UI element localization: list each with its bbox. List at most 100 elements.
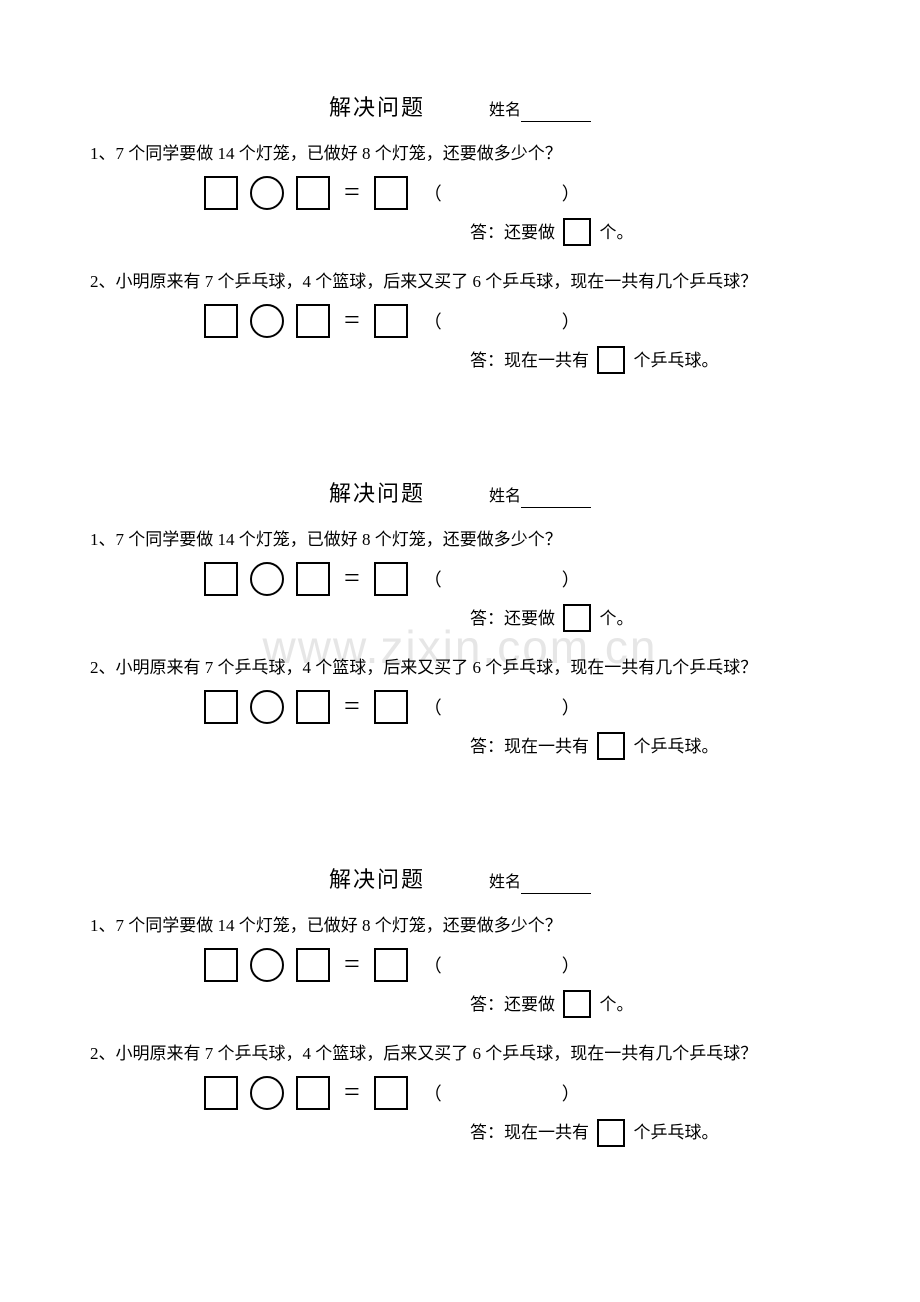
answer-prefix: 答：现在一共有 <box>470 737 589 756</box>
answer-row: 答：还要做 个。 <box>90 604 830 634</box>
result-box[interactable] <box>374 1076 408 1110</box>
worksheet-title: 解决问题 <box>329 481 425 506</box>
answer-prefix: 答：还要做 <box>470 223 555 242</box>
question-text: 2、小明原来有 7 个乒乓球，4 个篮球，后来又买了 6 个乒乓球，现在一共有几… <box>90 268 830 296</box>
operand-box[interactable] <box>296 176 330 210</box>
operator-circle[interactable] <box>250 948 284 982</box>
equation-row: = （ ） <box>90 304 830 338</box>
answer-prefix: 答：还要做 <box>470 609 555 628</box>
answer-prefix: 答：还要做 <box>470 995 555 1014</box>
answer-row: 答：还要做 个。 <box>90 990 830 1020</box>
operand-box[interactable] <box>296 1076 330 1110</box>
question-1: 1、7 个同学要做 14 个灯笼，已做好 8 个灯笼，还要做多少个？ = （ ）… <box>90 140 830 248</box>
answer-box[interactable] <box>597 732 625 760</box>
question-text: 1、7 个同学要做 14 个灯笼，已做好 8 个灯笼，还要做多少个？ <box>90 526 830 554</box>
question-1: 1、7 个同学要做 14 个灯笼，已做好 8 个灯笼，还要做多少个？ = （ ）… <box>90 912 830 1020</box>
answer-box[interactable] <box>597 346 625 374</box>
unit-paren[interactable]: （ ） <box>424 694 608 720</box>
name-blank-line[interactable] <box>521 494 591 508</box>
question-2: 2、小明原来有 7 个乒乓球，4 个篮球，后来又买了 6 个乒乓球，现在一共有几… <box>90 1040 830 1148</box>
question-body: 小明原来有 7 个乒乓球，4 个篮球，后来又买了 6 个乒乓球，现在一共有几个乒… <box>116 1044 758 1063</box>
title-row: 解决问题 姓名 <box>90 862 830 894</box>
operator-circle[interactable] <box>250 562 284 596</box>
worksheet-block: 解决问题 姓名 1、7 个同学要做 14 个灯笼，已做好 8 个灯笼，还要做多少… <box>90 476 830 762</box>
worksheet-block: 解决问题 姓名 1、7 个同学要做 14 个灯笼，已做好 8 个灯笼，还要做多少… <box>90 90 830 376</box>
name-label: 姓名 <box>489 488 521 505</box>
operand-box[interactable] <box>296 690 330 724</box>
content: 解决问题 姓名 1、7 个同学要做 14 个灯笼，已做好 8 个灯笼，还要做多少… <box>90 90 830 1149</box>
result-box[interactable] <box>374 304 408 338</box>
answer-row: 答：现在一共有 个乒乓球。 <box>90 1118 830 1148</box>
unit-paren[interactable]: （ ） <box>424 180 608 206</box>
equals-sign: = <box>344 305 360 337</box>
question-1: 1、7 个同学要做 14 个灯笼，已做好 8 个灯笼，还要做多少个？ = （ ）… <box>90 526 830 634</box>
operand-box[interactable] <box>204 562 238 596</box>
worksheet-block: 解决问题 姓名 1、7 个同学要做 14 个灯笼，已做好 8 个灯笼，还要做多少… <box>90 862 830 1148</box>
result-box[interactable] <box>374 176 408 210</box>
question-number: 1、 <box>90 144 116 163</box>
equals-sign: = <box>344 563 360 595</box>
equation-row: = （ ） <box>90 1076 830 1110</box>
worksheet-title: 解决问题 <box>329 95 425 120</box>
operand-box[interactable] <box>204 304 238 338</box>
answer-suffix: 个乒乓球。 <box>634 737 719 756</box>
answer-suffix: 个乒乓球。 <box>634 1123 719 1142</box>
operator-circle[interactable] <box>250 304 284 338</box>
result-box[interactable] <box>374 948 408 982</box>
answer-prefix: 答：现在一共有 <box>470 351 589 370</box>
answer-suffix: 个。 <box>600 995 634 1014</box>
worksheet-title: 解决问题 <box>329 867 425 892</box>
unit-paren[interactable]: （ ） <box>424 1080 608 1106</box>
name-label: 姓名 <box>489 102 521 119</box>
answer-prefix: 答：现在一共有 <box>470 1123 589 1142</box>
operand-box[interactable] <box>204 1076 238 1110</box>
answer-row: 答：还要做 个。 <box>90 218 830 248</box>
equals-sign: = <box>344 1077 360 1109</box>
answer-box[interactable] <box>597 1119 625 1147</box>
question-text: 2、小明原来有 7 个乒乓球，4 个篮球，后来又买了 6 个乒乓球，现在一共有几… <box>90 654 830 682</box>
question-text: 2、小明原来有 7 个乒乓球，4 个篮球，后来又买了 6 个乒乓球，现在一共有几… <box>90 1040 830 1068</box>
answer-suffix: 个。 <box>600 223 634 242</box>
answer-box[interactable] <box>563 218 591 246</box>
name-blank-line[interactable] <box>521 108 591 122</box>
operator-circle[interactable] <box>250 1076 284 1110</box>
operand-box[interactable] <box>296 948 330 982</box>
equals-sign: = <box>344 949 360 981</box>
equals-sign: = <box>344 691 360 723</box>
question-body: 小明原来有 7 个乒乓球，4 个篮球，后来又买了 6 个乒乓球，现在一共有几个乒… <box>116 272 758 291</box>
equals-sign: = <box>344 177 360 209</box>
operand-box[interactable] <box>296 304 330 338</box>
title-row: 解决问题 姓名 <box>90 90 830 122</box>
question-text: 1、7 个同学要做 14 个灯笼，已做好 8 个灯笼，还要做多少个？ <box>90 140 830 168</box>
title-row: 解决问题 姓名 <box>90 476 830 508</box>
answer-box[interactable] <box>563 604 591 632</box>
question-2: 2、小明原来有 7 个乒乓球，4 个篮球，后来又买了 6 个乒乓球，现在一共有几… <box>90 654 830 762</box>
unit-paren[interactable]: （ ） <box>424 308 608 334</box>
result-box[interactable] <box>374 562 408 596</box>
operator-circle[interactable] <box>250 690 284 724</box>
result-box[interactable] <box>374 690 408 724</box>
name-label: 姓名 <box>489 874 521 891</box>
answer-suffix: 个。 <box>600 609 634 628</box>
question-2: 2、小明原来有 7 个乒乓球，4 个篮球，后来又买了 6 个乒乓球，现在一共有几… <box>90 268 830 376</box>
question-text: 1、7 个同学要做 14 个灯笼，已做好 8 个灯笼，还要做多少个？ <box>90 912 830 940</box>
answer-box[interactable] <box>563 990 591 1018</box>
question-number: 2、 <box>90 1044 116 1063</box>
operand-box[interactable] <box>296 562 330 596</box>
question-body: 小明原来有 7 个乒乓球，4 个篮球，后来又买了 6 个乒乓球，现在一共有几个乒… <box>116 658 758 677</box>
unit-paren[interactable]: （ ） <box>424 952 608 978</box>
question-number: 2、 <box>90 658 116 677</box>
question-number: 1、 <box>90 530 116 549</box>
question-body: 7 个同学要做 14 个灯笼，已做好 8 个灯笼，还要做多少个？ <box>116 916 562 935</box>
unit-paren[interactable]: （ ） <box>424 566 608 592</box>
equation-row: = （ ） <box>90 690 830 724</box>
question-body: 7 个同学要做 14 个灯笼，已做好 8 个灯笼，还要做多少个？ <box>116 144 562 163</box>
question-body: 7 个同学要做 14 个灯笼，已做好 8 个灯笼，还要做多少个？ <box>116 530 562 549</box>
operand-box[interactable] <box>204 690 238 724</box>
operator-circle[interactable] <box>250 176 284 210</box>
operand-box[interactable] <box>204 176 238 210</box>
operand-box[interactable] <box>204 948 238 982</box>
name-blank-line[interactable] <box>521 880 591 894</box>
equation-row: = （ ） <box>90 562 830 596</box>
equation-row: = （ ） <box>90 176 830 210</box>
